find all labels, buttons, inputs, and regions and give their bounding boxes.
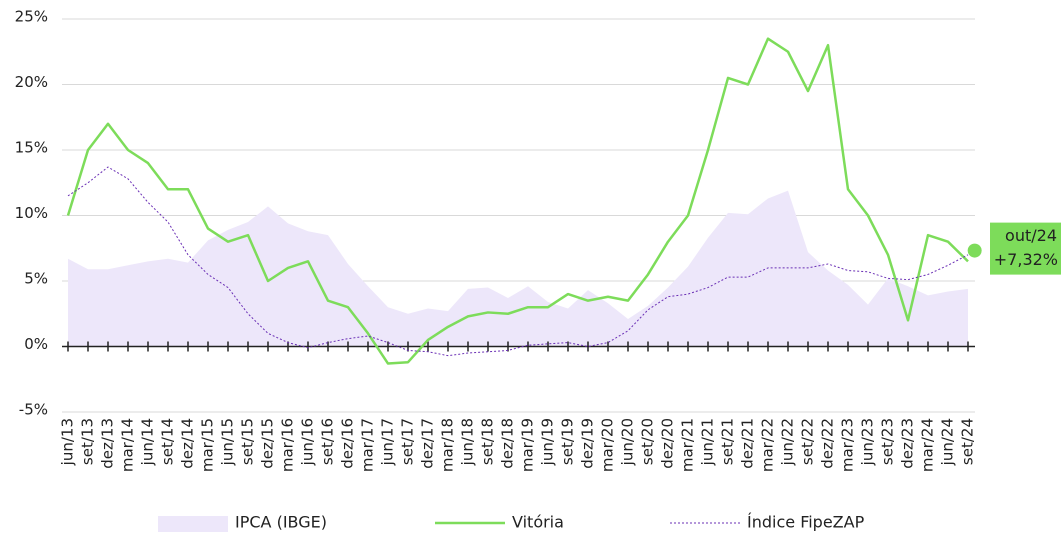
x-tick-label: jun/24 [939, 418, 957, 466]
x-tick-label: dez/16 [339, 418, 357, 469]
x-tick-label: dez/23 [899, 418, 917, 469]
annotation-value: +7,32% [994, 250, 1058, 269]
x-tick-label: set/21 [719, 418, 737, 465]
line [66, 37, 969, 365]
x-tick-label: dez/15 [259, 418, 277, 469]
x-tick-label: jun/18 [459, 418, 477, 466]
y-tick-label: 5% [24, 270, 48, 288]
annotation-box [990, 222, 1061, 275]
x-tick-label: dez/19 [579, 418, 597, 469]
x-tick-label: set/24 [959, 418, 977, 465]
legend-label: Índice FipeZAP [747, 513, 865, 532]
x-tick-label: set/19 [559, 418, 577, 465]
x-tick-label: jun/23 [859, 418, 877, 466]
x-tick-label: set/16 [319, 418, 337, 465]
x-tick-label: dez/20 [659, 418, 677, 469]
x-tick-label: dez/17 [419, 418, 437, 469]
x-tick-label: set/20 [639, 418, 657, 465]
x-tick-label: mar/22 [759, 418, 777, 472]
x-tick-label: mar/23 [839, 418, 857, 472]
x-tick-label: dez/14 [179, 418, 197, 469]
x-tick-label: mar/16 [279, 418, 297, 472]
x-tick-label: jun/14 [139, 418, 157, 466]
y-tick-label: -5% [19, 401, 48, 419]
area [68, 190, 968, 347]
x-tick-label: jun/22 [779, 418, 797, 466]
x-tick-label: jun/17 [379, 418, 397, 466]
x-tick-label: dez/18 [499, 418, 517, 469]
line [67, 166, 969, 357]
x-tick-label: set/23 [879, 418, 897, 465]
x-tick-label: mar/17 [359, 418, 377, 472]
x-tick-label: mar/24 [919, 418, 937, 472]
legend-label: Vitória [512, 513, 564, 532]
x-tick-label: set/14 [159, 418, 177, 465]
x-tick-label: dez/13 [99, 418, 117, 469]
x-tick-label: set/17 [399, 418, 417, 465]
x-tick-label: jun/21 [699, 418, 717, 466]
x-tick-label: set/13 [79, 418, 97, 465]
x-tick-label: set/15 [239, 418, 257, 465]
y-tick-label: 20% [15, 73, 48, 91]
x-tick-label: mar/19 [519, 418, 537, 472]
x-tick-label: dez/21 [739, 418, 757, 469]
x-tick-label: mar/15 [199, 418, 217, 472]
y-tick-label: 15% [15, 139, 48, 157]
annotation-marker [967, 243, 982, 258]
legend-label: IPCA (IBGE) [235, 513, 327, 532]
x-tick-label: jun/15 [219, 418, 237, 466]
x-tick-label: set/18 [479, 418, 497, 465]
y-tick-label: 0% [24, 335, 48, 353]
x-tick-label: jun/16 [299, 418, 317, 466]
legend-swatch [158, 516, 228, 532]
x-tick-label: mar/14 [119, 418, 137, 472]
x-tick-label: mar/18 [439, 418, 457, 472]
annotation-label: out/24 [1005, 226, 1057, 245]
x-tick-label: jun/19 [539, 418, 557, 466]
x-tick-label: jun/13 [59, 418, 77, 466]
x-tick-label: set/22 [799, 418, 817, 465]
x-tick-label: jun/20 [619, 418, 637, 466]
x-tick-label: mar/20 [599, 418, 617, 472]
x-tick-label: dez/22 [819, 418, 837, 469]
y-tick-label: 25% [15, 8, 48, 26]
x-tick-label: mar/21 [679, 418, 697, 472]
y-tick-label: 10% [15, 204, 48, 222]
